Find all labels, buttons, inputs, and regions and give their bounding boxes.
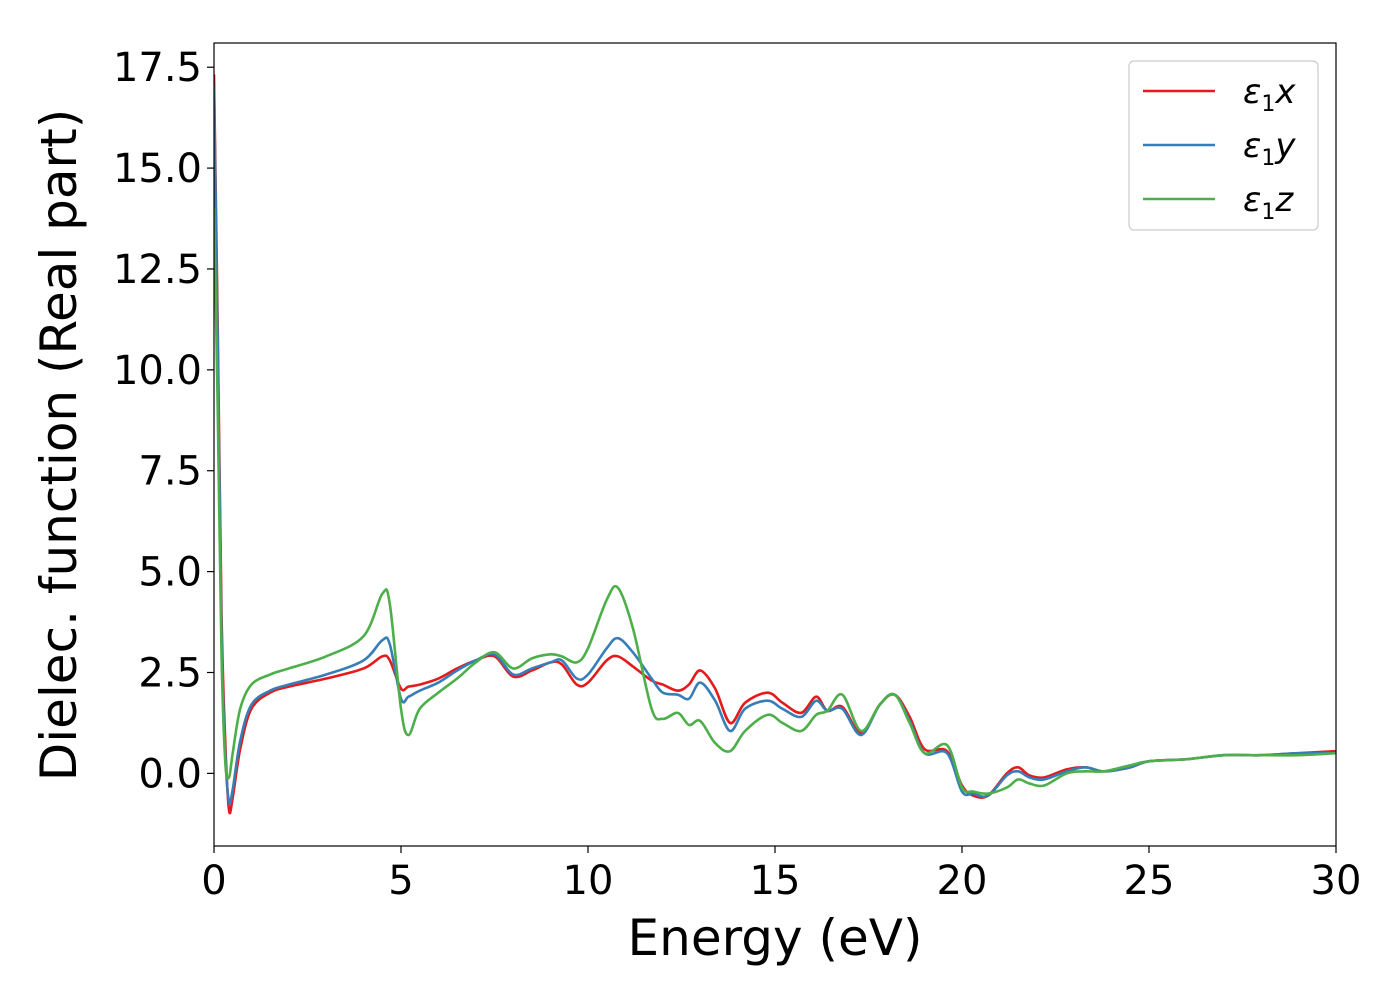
- y-axis-label: Dielec. function (Real part): [30, 109, 88, 781]
- legend-label-x: ε1x: [1243, 72, 1296, 117]
- y-tick-label: 0.0: [138, 751, 202, 797]
- y-tick-label: 15.0: [113, 146, 202, 192]
- series-layer: [214, 73, 1336, 815]
- y-tick-label: 12.5: [113, 247, 202, 293]
- y-tick-label: 7.5: [138, 449, 202, 495]
- x-tick-label: 15: [750, 858, 801, 904]
- series-line-x: [214, 73, 1336, 815]
- x-tick-label: 30: [1311, 858, 1362, 904]
- x-tick-label: 10: [563, 858, 614, 904]
- y-tick-label: 5.0: [138, 550, 202, 596]
- x-tick-label: 20: [937, 858, 988, 904]
- legend-box: [1128, 60, 1319, 231]
- y-tick-label: 10.0: [113, 348, 202, 394]
- x-tick-label: 5: [388, 858, 413, 904]
- x-tick-label: 25: [1124, 858, 1175, 904]
- x-axis-label: Energy (eV): [628, 909, 923, 967]
- y-tick-label: 2.5: [138, 650, 202, 696]
- legend-label-y: ε1y: [1243, 126, 1296, 171]
- series-line-y: [214, 86, 1336, 805]
- legend: ε1x ε1y ε1z: [1128, 60, 1319, 231]
- plot-frame: [213, 42, 1337, 847]
- x-tick-label: 0: [201, 858, 226, 904]
- series-line-z: [214, 207, 1336, 795]
- legend-label-z: ε1z: [1243, 180, 1294, 225]
- y-axis-ticks: 0.0 2.5 5.0 7.5 10.0 12.5 15.0 17.5: [113, 45, 214, 797]
- x-axis-ticks: 0 5 10 15 20 25 30: [201, 846, 1361, 904]
- y-tick-label: 17.5: [113, 45, 202, 91]
